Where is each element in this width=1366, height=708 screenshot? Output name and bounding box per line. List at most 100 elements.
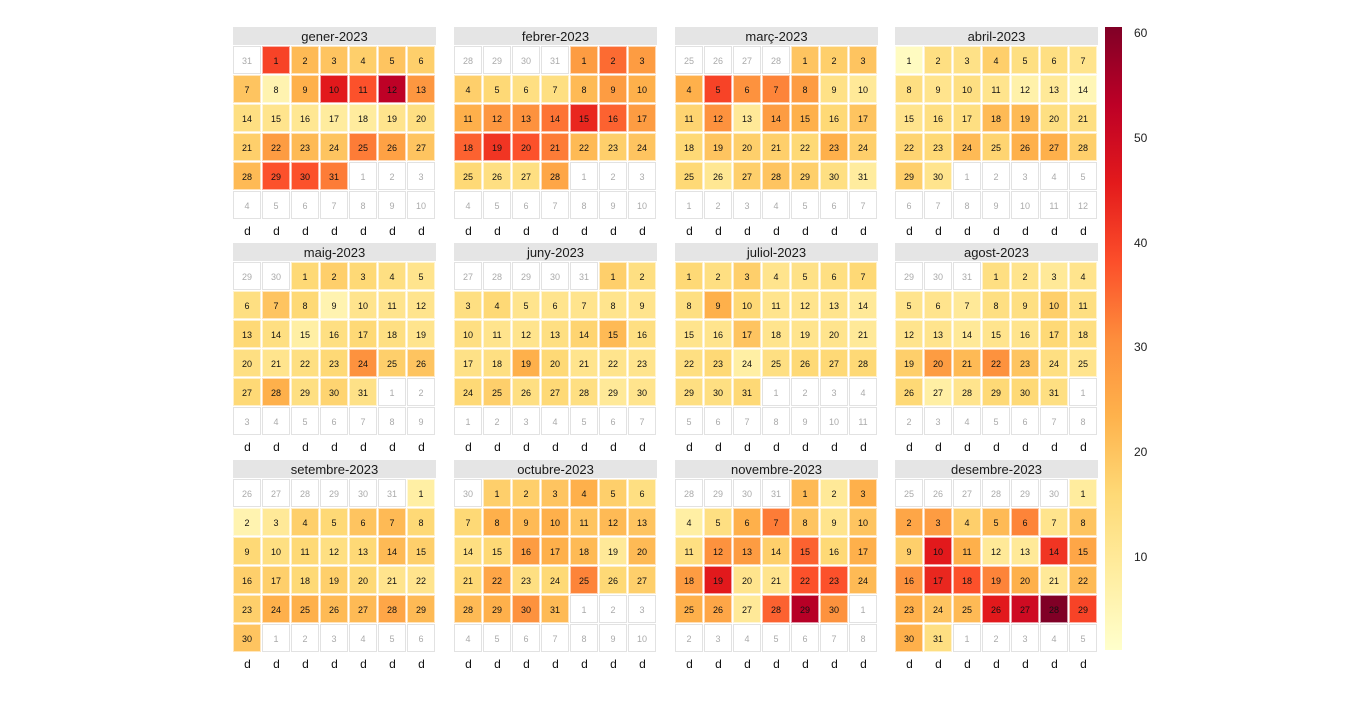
day-cell: 24 — [849, 133, 877, 161]
weekday-label: d — [686, 440, 693, 454]
outside-day-cell: 4 — [262, 407, 290, 435]
day-cell: 11 — [349, 75, 377, 103]
outside-day-cell: 4 — [762, 191, 790, 219]
day-cell: 22 — [599, 349, 627, 377]
outside-day-cell: 6 — [512, 624, 540, 652]
day-cell: 23 — [320, 349, 348, 377]
day-cell: 17 — [454, 349, 482, 377]
day-cell: 15 — [791, 104, 819, 132]
day-cell: 9 — [628, 291, 656, 319]
day-cell: 12 — [483, 104, 511, 132]
day-cell: 28 — [1040, 595, 1068, 623]
day-cell: 31 — [733, 378, 761, 406]
day-cell: 10 — [733, 291, 761, 319]
weekday-label: d — [964, 657, 971, 671]
day-cell: 18 — [1069, 320, 1097, 348]
day-cell: 28 — [953, 378, 981, 406]
outside-day-cell: 28 — [483, 262, 511, 290]
outside-day-cell: 3 — [407, 162, 435, 190]
outside-day-cell: 1 — [849, 595, 877, 623]
outside-day-cell: 29 — [895, 262, 923, 290]
day-cell: 29 — [1069, 595, 1097, 623]
day-cell: 3 — [1040, 262, 1068, 290]
day-cell: 15 — [791, 537, 819, 565]
outside-day-cell: 4 — [454, 624, 482, 652]
outside-day-cell: 5 — [675, 407, 703, 435]
day-cell: 29 — [599, 378, 627, 406]
weekday-label: d — [331, 224, 338, 238]
weekday-label: d — [935, 657, 942, 671]
day-cell: 19 — [512, 349, 540, 377]
day-cell: 30 — [291, 162, 319, 190]
day-cell: 25 — [291, 595, 319, 623]
day-cell: 13 — [820, 291, 848, 319]
day-cell: 9 — [320, 291, 348, 319]
weekday-label: d — [860, 440, 867, 454]
day-cell: 3 — [541, 479, 569, 507]
day-cell: 12 — [895, 320, 923, 348]
day-cell: 15 — [895, 104, 923, 132]
day-cell: 17 — [733, 320, 761, 348]
day-cell: 10 — [320, 75, 348, 103]
weekday-label: d — [273, 440, 280, 454]
day-cell: 30 — [820, 162, 848, 190]
day-cell: 29 — [483, 595, 511, 623]
day-cell: 29 — [291, 378, 319, 406]
day-cell: 9 — [820, 508, 848, 536]
outside-day-cell: 8 — [378, 407, 406, 435]
weekday-label: d — [639, 440, 646, 454]
day-cell: 24 — [320, 133, 348, 161]
outside-day-cell: 30 — [454, 479, 482, 507]
day-cell: 24 — [262, 595, 290, 623]
outside-day-cell: 7 — [820, 624, 848, 652]
outside-day-cell: 1 — [262, 624, 290, 652]
outside-day-cell: 2 — [675, 624, 703, 652]
weekday-label: d — [331, 440, 338, 454]
weekday-label: d — [802, 657, 809, 671]
day-cell: 13 — [512, 104, 540, 132]
weekday-label: d — [360, 440, 367, 454]
day-cell: 5 — [483, 75, 511, 103]
outside-day-cell: 30 — [733, 479, 761, 507]
weekday-label: d — [686, 657, 693, 671]
day-cell: 17 — [953, 104, 981, 132]
outside-day-cell: 3 — [320, 624, 348, 652]
outside-day-cell: 5 — [791, 191, 819, 219]
day-cell: 17 — [628, 104, 656, 132]
weekday-label: d — [331, 657, 338, 671]
day-cell: 2 — [924, 46, 952, 74]
outside-day-cell: 6 — [895, 191, 923, 219]
day-cell: 2 — [599, 46, 627, 74]
outside-day-cell: 4 — [541, 407, 569, 435]
day-cell: 28 — [849, 349, 877, 377]
outside-day-cell: 30 — [349, 479, 377, 507]
day-cell: 12 — [320, 537, 348, 565]
day-cell: 21 — [762, 133, 790, 161]
day-cell: 13 — [233, 320, 261, 348]
weekday-label: d — [273, 224, 280, 238]
day-cell: 12 — [704, 537, 732, 565]
outside-day-cell: 8 — [1069, 407, 1097, 435]
outside-day-cell: 30 — [262, 262, 290, 290]
day-cell: 13 — [541, 320, 569, 348]
outside-day-cell: 26 — [233, 479, 261, 507]
day-cell: 7 — [233, 75, 261, 103]
weekday-label: d — [523, 224, 530, 238]
outside-day-cell: 5 — [483, 624, 511, 652]
day-cell: 21 — [570, 349, 598, 377]
weekday-label: d — [244, 224, 251, 238]
day-cell: 25 — [953, 595, 981, 623]
day-cell: 22 — [570, 133, 598, 161]
day-cell: 9 — [1011, 291, 1039, 319]
day-cell: 28 — [1069, 133, 1097, 161]
day-cell: 6 — [1011, 508, 1039, 536]
weekday-label: d — [773, 440, 780, 454]
outside-day-cell: 9 — [599, 191, 627, 219]
day-cell: 28 — [762, 162, 790, 190]
day-cell: 11 — [1069, 291, 1097, 319]
colorbar-tick-label: 50 — [1134, 131, 1148, 146]
outside-day-cell: 4 — [953, 407, 981, 435]
weekday-label: d — [744, 657, 751, 671]
day-cell: 10 — [454, 320, 482, 348]
outside-day-cell: 8 — [570, 191, 598, 219]
